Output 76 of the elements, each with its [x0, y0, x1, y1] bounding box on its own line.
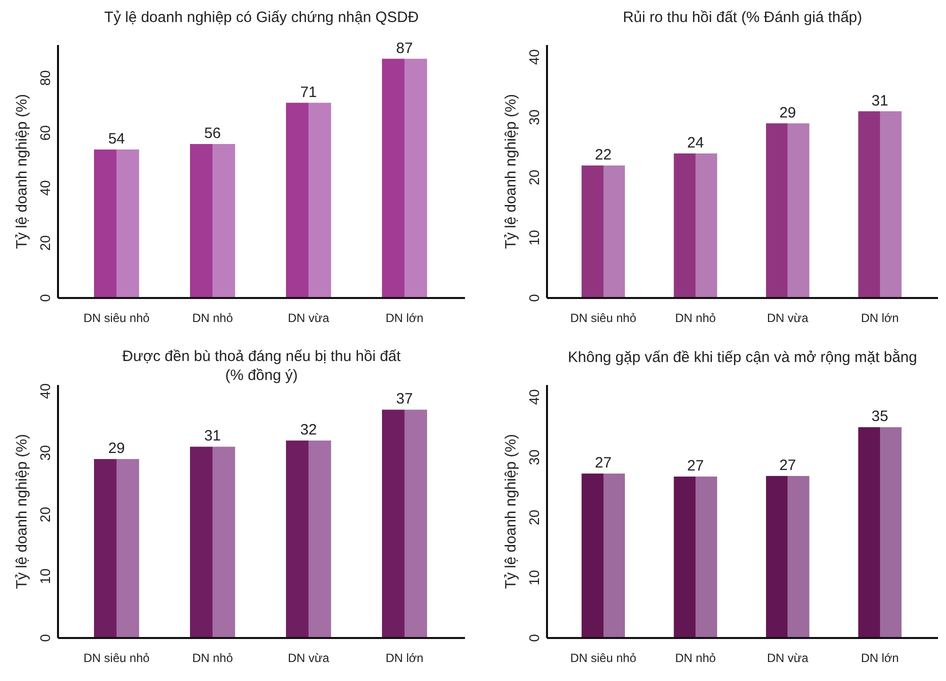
bar — [94, 459, 140, 638]
x-tick-label: DN siêu nhỏ — [84, 651, 150, 665]
y-axis-title: Tỷ lệ doanh nghiệp (%) — [14, 434, 30, 590]
x-tick-label: DN lớn — [860, 311, 899, 325]
y-tick-label: 10 — [526, 230, 542, 246]
data-label: 71 — [300, 84, 317, 101]
bar — [382, 410, 428, 638]
x-tick-label: DN lớn — [386, 651, 424, 665]
x-tick-label: DN siêu nhỏ — [570, 651, 637, 665]
x-tick-label: DN vừa — [288, 651, 330, 665]
x-tick-label: DN nhỏ — [675, 311, 716, 325]
y-tick-label: 0 — [37, 634, 53, 642]
y-tick-label: 30 — [526, 449, 542, 466]
bar — [190, 446, 236, 638]
x-tick-label: DN nhỏ — [675, 651, 716, 665]
bar — [858, 427, 902, 638]
data-label: 87 — [396, 40, 413, 57]
bar — [674, 153, 718, 298]
data-label: 27 — [687, 458, 704, 475]
y-tick-label: 10 — [526, 570, 542, 586]
data-label: 22 — [594, 146, 612, 164]
chart-title: Không gặp vấn đề khi tiếp cận và mở rộng mặt bằng — [568, 348, 918, 366]
data-label: 56 — [204, 125, 221, 142]
data-label: 24 — [687, 134, 704, 152]
x-tick-label: DN nhỏ — [192, 651, 234, 665]
y-axis-title: Tỷ lệ doanh nghiệp (%) — [502, 434, 520, 590]
y-tick-label: 0 — [37, 294, 53, 302]
x-tick-label: DN vừa — [288, 311, 330, 325]
bar — [766, 476, 810, 638]
bar — [582, 165, 625, 298]
y-tick-label: 10 — [37, 568, 53, 584]
y-tick-label: 20 — [37, 506, 53, 522]
x-tick-label: DN siêu nhỏ — [84, 311, 150, 325]
data-label: 31 — [204, 428, 221, 445]
bar — [674, 476, 718, 638]
y-tick-label: 20 — [37, 235, 53, 251]
y-tick-label: 0 — [526, 634, 542, 642]
bar — [286, 102, 332, 298]
y-tick-label: 60 — [37, 125, 53, 141]
bar — [190, 144, 236, 298]
bar — [858, 111, 902, 298]
x-tick-label: DN vừa — [767, 311, 809, 325]
data-label: 29 — [779, 104, 796, 122]
bar — [94, 150, 140, 298]
bar — [766, 123, 810, 298]
data-label: 54 — [108, 130, 125, 148]
data-label: 32 — [300, 422, 317, 439]
data-label: 37 — [396, 390, 413, 408]
bar — [582, 474, 625, 638]
y-tick-label: 30 — [37, 444, 53, 461]
data-label: 35 — [872, 408, 888, 426]
y-tick-label: 40 — [526, 49, 542, 65]
chart-title: Rủi ro thu hồi đất (% Đánh giá thấp) — [622, 9, 862, 26]
chart-title: Được đền bù thoả đáng nếu bị thu hồi đất (% đồng ý) — [122, 348, 402, 384]
y-tick-label: 80 — [37, 70, 53, 86]
y-tick-label: 20 — [526, 170, 542, 186]
y-tick-label: 30 — [526, 109, 542, 126]
data-label: 29 — [108, 440, 125, 458]
data-label: 31 — [872, 92, 888, 110]
x-tick-label: DN lớn — [860, 651, 899, 665]
bar — [286, 440, 332, 638]
data-label: 27 — [779, 456, 796, 474]
y-tick-label: 0 — [526, 294, 542, 302]
data-label: 27 — [594, 454, 612, 472]
bar — [382, 58, 428, 298]
x-tick-label: DN nhỏ — [192, 311, 234, 325]
x-tick-label: DN vừa — [767, 651, 809, 665]
y-tick-label: 40 — [37, 180, 53, 196]
y-tick-label: 40 — [37, 383, 53, 399]
y-tick-label: 20 — [526, 510, 542, 526]
y-tick-label: 40 — [526, 389, 542, 405]
y-axis-title: Tỷ lệ doanh nghiệp (%) — [502, 94, 520, 250]
y-axis-title: Tỷ lệ doanh nghiệp (%) — [14, 94, 30, 250]
x-tick-label: DN lớn — [386, 311, 424, 325]
x-tick-label: DN siêu nhỏ — [570, 311, 637, 325]
chart-title: Tỷ lệ doanh nghiệp có Giấy chứng nhận QSDĐ — [104, 9, 419, 26]
